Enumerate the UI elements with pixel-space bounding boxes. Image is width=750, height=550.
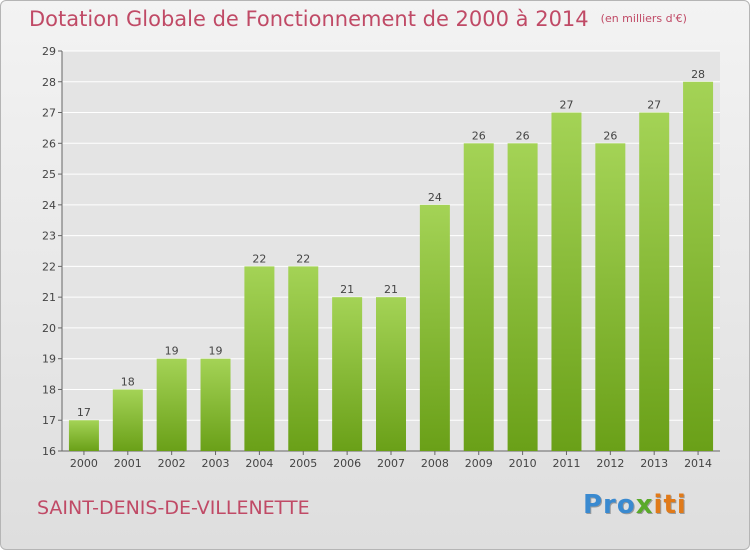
x-tick-label: 2013	[640, 457, 668, 470]
bar-value-label: 26	[603, 129, 617, 142]
bar-value-label: 18	[121, 375, 135, 388]
x-tick-label: 2012	[596, 457, 624, 470]
bar	[463, 143, 494, 452]
y-tick-label: 20	[42, 322, 56, 335]
commune-name: SAINT-DENIS-DE-VILLENETTE	[37, 497, 310, 519]
chart-title: Dotation Globale de Fonctionnement de 20…	[29, 7, 687, 31]
bar	[244, 266, 275, 451]
bar-value-label: 27	[559, 99, 573, 112]
bar	[551, 112, 582, 452]
y-tick-label: 24	[42, 199, 56, 212]
x-tick-label: 2002	[158, 457, 186, 470]
x-tick-label: 2014	[684, 457, 712, 470]
chart-title-text: Dotation Globale de Fonctionnement de 20…	[29, 7, 589, 31]
bar-value-label: 19	[209, 345, 223, 358]
x-tick-label: 2011	[552, 457, 580, 470]
x-tick-label: 2010	[509, 457, 537, 470]
logo-part-3: iti	[653, 490, 687, 520]
x-tick-label: 2003	[202, 457, 230, 470]
bar	[288, 266, 319, 451]
x-tick-label: 2006	[333, 457, 361, 470]
bar-value-label: 22	[252, 252, 266, 265]
y-tick-label: 27	[42, 107, 56, 120]
bar	[376, 297, 406, 451]
bar-value-label: 24	[428, 191, 442, 204]
logo-part-1: Pro	[583, 490, 636, 520]
y-tick-label: 26	[42, 137, 56, 150]
bar	[683, 81, 714, 452]
bar	[200, 358, 231, 451]
y-tick-label: 18	[42, 383, 56, 396]
bar	[112, 389, 143, 451]
y-tick-label: 25	[42, 168, 56, 181]
bar-value-label: 21	[340, 283, 354, 296]
y-tick-label: 28	[42, 76, 56, 89]
y-tick-label: 21	[42, 291, 56, 304]
bar-value-label: 26	[516, 129, 530, 142]
bar	[595, 143, 626, 452]
bar-value-label: 27	[647, 99, 661, 112]
x-tick-label: 2007	[377, 457, 405, 470]
y-tick-label: 19	[42, 353, 56, 366]
x-tick-label: 2000	[70, 457, 98, 470]
bar-value-label: 26	[472, 129, 486, 142]
y-tick-label: 23	[42, 230, 56, 243]
bar-value-label: 28	[691, 68, 705, 81]
x-tick-label: 2005	[289, 457, 317, 470]
x-tick-label: 2009	[465, 457, 493, 470]
y-tick-label: 16	[42, 445, 56, 458]
bar	[156, 358, 187, 451]
bar-value-label: 21	[384, 283, 398, 296]
bar	[639, 112, 670, 452]
logo-part-2: x	[635, 490, 654, 520]
y-tick-label: 22	[42, 260, 56, 273]
bar-value-label: 17	[77, 406, 91, 419]
proxiti-logo: Proxiti	[583, 490, 687, 520]
x-tick-label: 2008	[421, 457, 449, 470]
bar	[332, 297, 363, 451]
bar-value-label: 19	[165, 345, 179, 358]
bar	[507, 143, 538, 452]
x-tick-label: 2004	[245, 457, 273, 470]
y-tick-label: 17	[42, 414, 56, 427]
chart-subtitle: (en milliers d'€)	[600, 12, 687, 25]
bar	[419, 204, 450, 451]
bar	[68, 420, 99, 451]
y-tick-label: 29	[42, 45, 56, 58]
x-tick-label: 2001	[114, 457, 142, 470]
bar-value-label: 22	[296, 252, 310, 265]
